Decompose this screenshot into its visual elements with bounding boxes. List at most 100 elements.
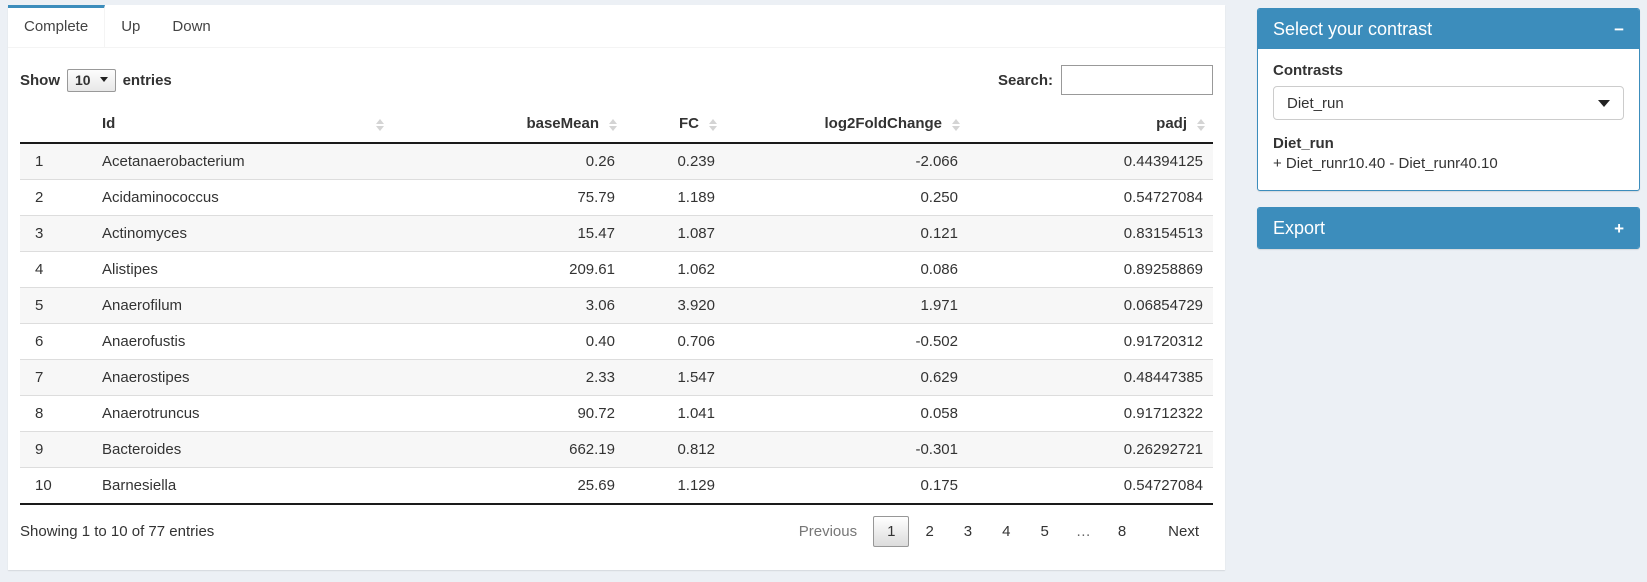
cell-fc: 0.706 xyxy=(625,323,725,360)
export-box: Export + xyxy=(1257,207,1640,249)
export-box-header[interactable]: Export + xyxy=(1258,208,1639,248)
column-header-padj[interactable]: padj xyxy=(968,107,1213,144)
pagination-page-1[interactable]: 1 xyxy=(873,516,910,547)
cell-id: Alistipes xyxy=(92,251,392,288)
pagination-page-8[interactable]: 8 xyxy=(1117,523,1127,540)
table-header-row: Id baseMean FC log2FoldChange padj xyxy=(20,107,1213,144)
sort-icon xyxy=(709,118,717,131)
tab-down[interactable]: Down xyxy=(172,18,211,35)
caret-down-icon xyxy=(99,77,108,82)
column-header-index xyxy=(20,107,92,144)
cell-log2foldchange: -0.301 xyxy=(725,431,968,468)
cell-padj: 0.89258869 xyxy=(968,251,1213,288)
column-header-log2foldchange[interactable]: log2FoldChange xyxy=(725,107,968,144)
cell-basemean: 25.69 xyxy=(392,467,625,505)
contrast-box-header: Select your contrast − xyxy=(1258,9,1639,49)
table-row[interactable]: 2 Acidaminococcus 75.79 1.189 0.250 0.5472708… xyxy=(20,179,1213,216)
table-row[interactable]: 5 Anaerofilum 3.06 3.920 1.971 0.06854729 xyxy=(20,287,1213,324)
cell-basemean: 2.33 xyxy=(392,359,625,396)
cell-padj: 0.06854729 xyxy=(968,287,1213,324)
contrast-box: Select your contrast − Contrasts Diet_ru… xyxy=(1257,8,1640,191)
row-index-cell: 10 xyxy=(20,467,92,505)
cell-fc: 1.041 xyxy=(625,395,725,432)
column-header-label: padj xyxy=(1156,115,1187,132)
column-header-id[interactable]: Id xyxy=(92,107,392,144)
row-index-cell: 1 xyxy=(35,153,44,170)
search-control: Search: xyxy=(998,65,1213,95)
cell-log2foldchange: -2.066 xyxy=(915,153,958,170)
search-label: Search: xyxy=(997,71,1053,89)
pagination-page-5[interactable]: 5 xyxy=(1040,523,1049,540)
sort-icon xyxy=(1197,118,1205,131)
entries-label: entries xyxy=(122,71,172,89)
column-header-basemean[interactable]: baseMean xyxy=(392,107,625,144)
contrast-box-body: Contrasts Diet_run Diet_run + Diet_runr1… xyxy=(1258,49,1639,190)
cell-log2foldchange: 1.971 xyxy=(725,287,968,324)
sort-icon xyxy=(952,118,960,131)
results-table: Id baseMean FC log2FoldChange padj 1 Acetanae… xyxy=(20,107,1213,505)
entries-length-control: Show 10 entries xyxy=(20,68,172,92)
row-index-cell: 3 xyxy=(20,215,92,252)
column-header-label: log2FoldChange xyxy=(824,115,943,132)
search-input[interactable] xyxy=(1061,65,1213,95)
cell-fc: 1.087 xyxy=(625,215,725,252)
contrast-formula: + Diet_runr10.40 - Diet_runr40.10 xyxy=(1273,155,1498,172)
contrast-box-title: Select your contrast xyxy=(1273,18,1433,39)
cell-id: Actinomyces xyxy=(92,215,392,252)
contrast-select-value: Diet_run xyxy=(1287,94,1344,112)
export-box-title: Export xyxy=(1273,217,1326,238)
cell-basemean: 662.19 xyxy=(392,431,625,468)
cell-fc: 0.239 xyxy=(677,153,715,170)
cell-padj: 0.91720312 xyxy=(968,323,1213,360)
table-row[interactable]: 8 Anaerotruncus 90.72 1.041 0.058 0.91712322 xyxy=(20,395,1213,432)
cell-fc: 1.189 xyxy=(625,179,725,216)
column-header-fc[interactable]: FC xyxy=(625,107,725,144)
cell-fc: 1.062 xyxy=(625,251,725,288)
sort-icon xyxy=(376,118,384,131)
table-row[interactable]: 9 Bacteroides 662.19 0.812 -0.301 0.26292721 xyxy=(20,431,1213,468)
tab-up[interactable]: Up xyxy=(121,18,141,35)
pagination-page-2[interactable]: 2 xyxy=(925,523,934,540)
table-body: 1 Acetanaerobacterium 0.26 0.239 -2.066 0.443… xyxy=(20,143,1213,505)
cell-id: Anaerostipes xyxy=(92,359,392,396)
table-row[interactable]: 3 Actinomyces 15.47 1.087 0.121 0.83154513 xyxy=(20,215,1213,252)
cell-padj: 0.83154513 xyxy=(968,215,1213,252)
cell-log2foldchange: 0.175 xyxy=(725,467,968,505)
expand-plus-icon[interactable]: + xyxy=(1614,218,1624,238)
sidebar-column: Select your contrast − Contrasts Diet_ru… xyxy=(1257,8,1640,265)
cell-fc: 1.129 xyxy=(625,467,725,505)
pagination-page-4[interactable]: 4 xyxy=(1002,523,1011,540)
cell-id: Anaerofustis xyxy=(92,323,392,360)
cell-log2foldchange: 0.058 xyxy=(725,395,968,432)
entries-select[interactable]: 10 xyxy=(67,68,116,92)
table-row[interactable]: 6 Anaerofustis 0.40 0.706 -0.502 0.91720312 xyxy=(20,323,1213,360)
tab-complete[interactable]: Complete xyxy=(8,5,106,47)
contrast-select[interactable]: Diet_run xyxy=(1273,86,1624,120)
results-tabbox: Complete Up Down Show 10 entries Search: xyxy=(8,5,1225,570)
cell-basemean: 15.47 xyxy=(392,215,625,252)
cell-log2foldchange: 0.086 xyxy=(725,251,968,288)
pagination-next-button[interactable]: Next xyxy=(1168,523,1199,540)
cell-padj: 0.26292721 xyxy=(968,431,1213,468)
cell-basemean: 3.06 xyxy=(392,287,625,324)
table-row[interactable]: 1 Acetanaerobacterium 0.26 0.239 -2.066 0.443… xyxy=(20,143,1213,180)
cell-basemean: 0.40 xyxy=(392,323,625,360)
table-row[interactable]: 4 Alistipes 209.61 1.062 0.086 0.89258869 xyxy=(20,251,1213,288)
cell-padj: 0.44394125 xyxy=(1123,153,1203,170)
cell-id: Anaerotruncus xyxy=(92,395,392,432)
cell-padj: 0.54727084 xyxy=(968,467,1213,505)
cell-id: Acidaminococcus xyxy=(92,179,392,216)
cell-padj: 0.54727084 xyxy=(968,179,1213,216)
entries-select-value: 10 xyxy=(75,71,91,88)
contrast-name: Diet_run xyxy=(1273,135,1334,152)
row-index-cell: 8 xyxy=(20,395,92,432)
cell-fc: 0.812 xyxy=(625,431,725,468)
cell-basemean: 0.26 xyxy=(585,153,615,170)
collapse-minus-icon[interactable]: − xyxy=(1614,19,1624,39)
pagination-page-3[interactable]: 3 xyxy=(963,523,973,540)
table-row[interactable]: 10 Barnesiella 25.69 1.129 0.175 0.54727084 xyxy=(20,467,1213,505)
table-row[interactable]: 7 Anaerostipes 2.33 1.547 0.629 0.48447385 xyxy=(20,359,1213,396)
cell-basemean: 90.72 xyxy=(392,395,625,432)
show-label: Show xyxy=(20,71,60,89)
